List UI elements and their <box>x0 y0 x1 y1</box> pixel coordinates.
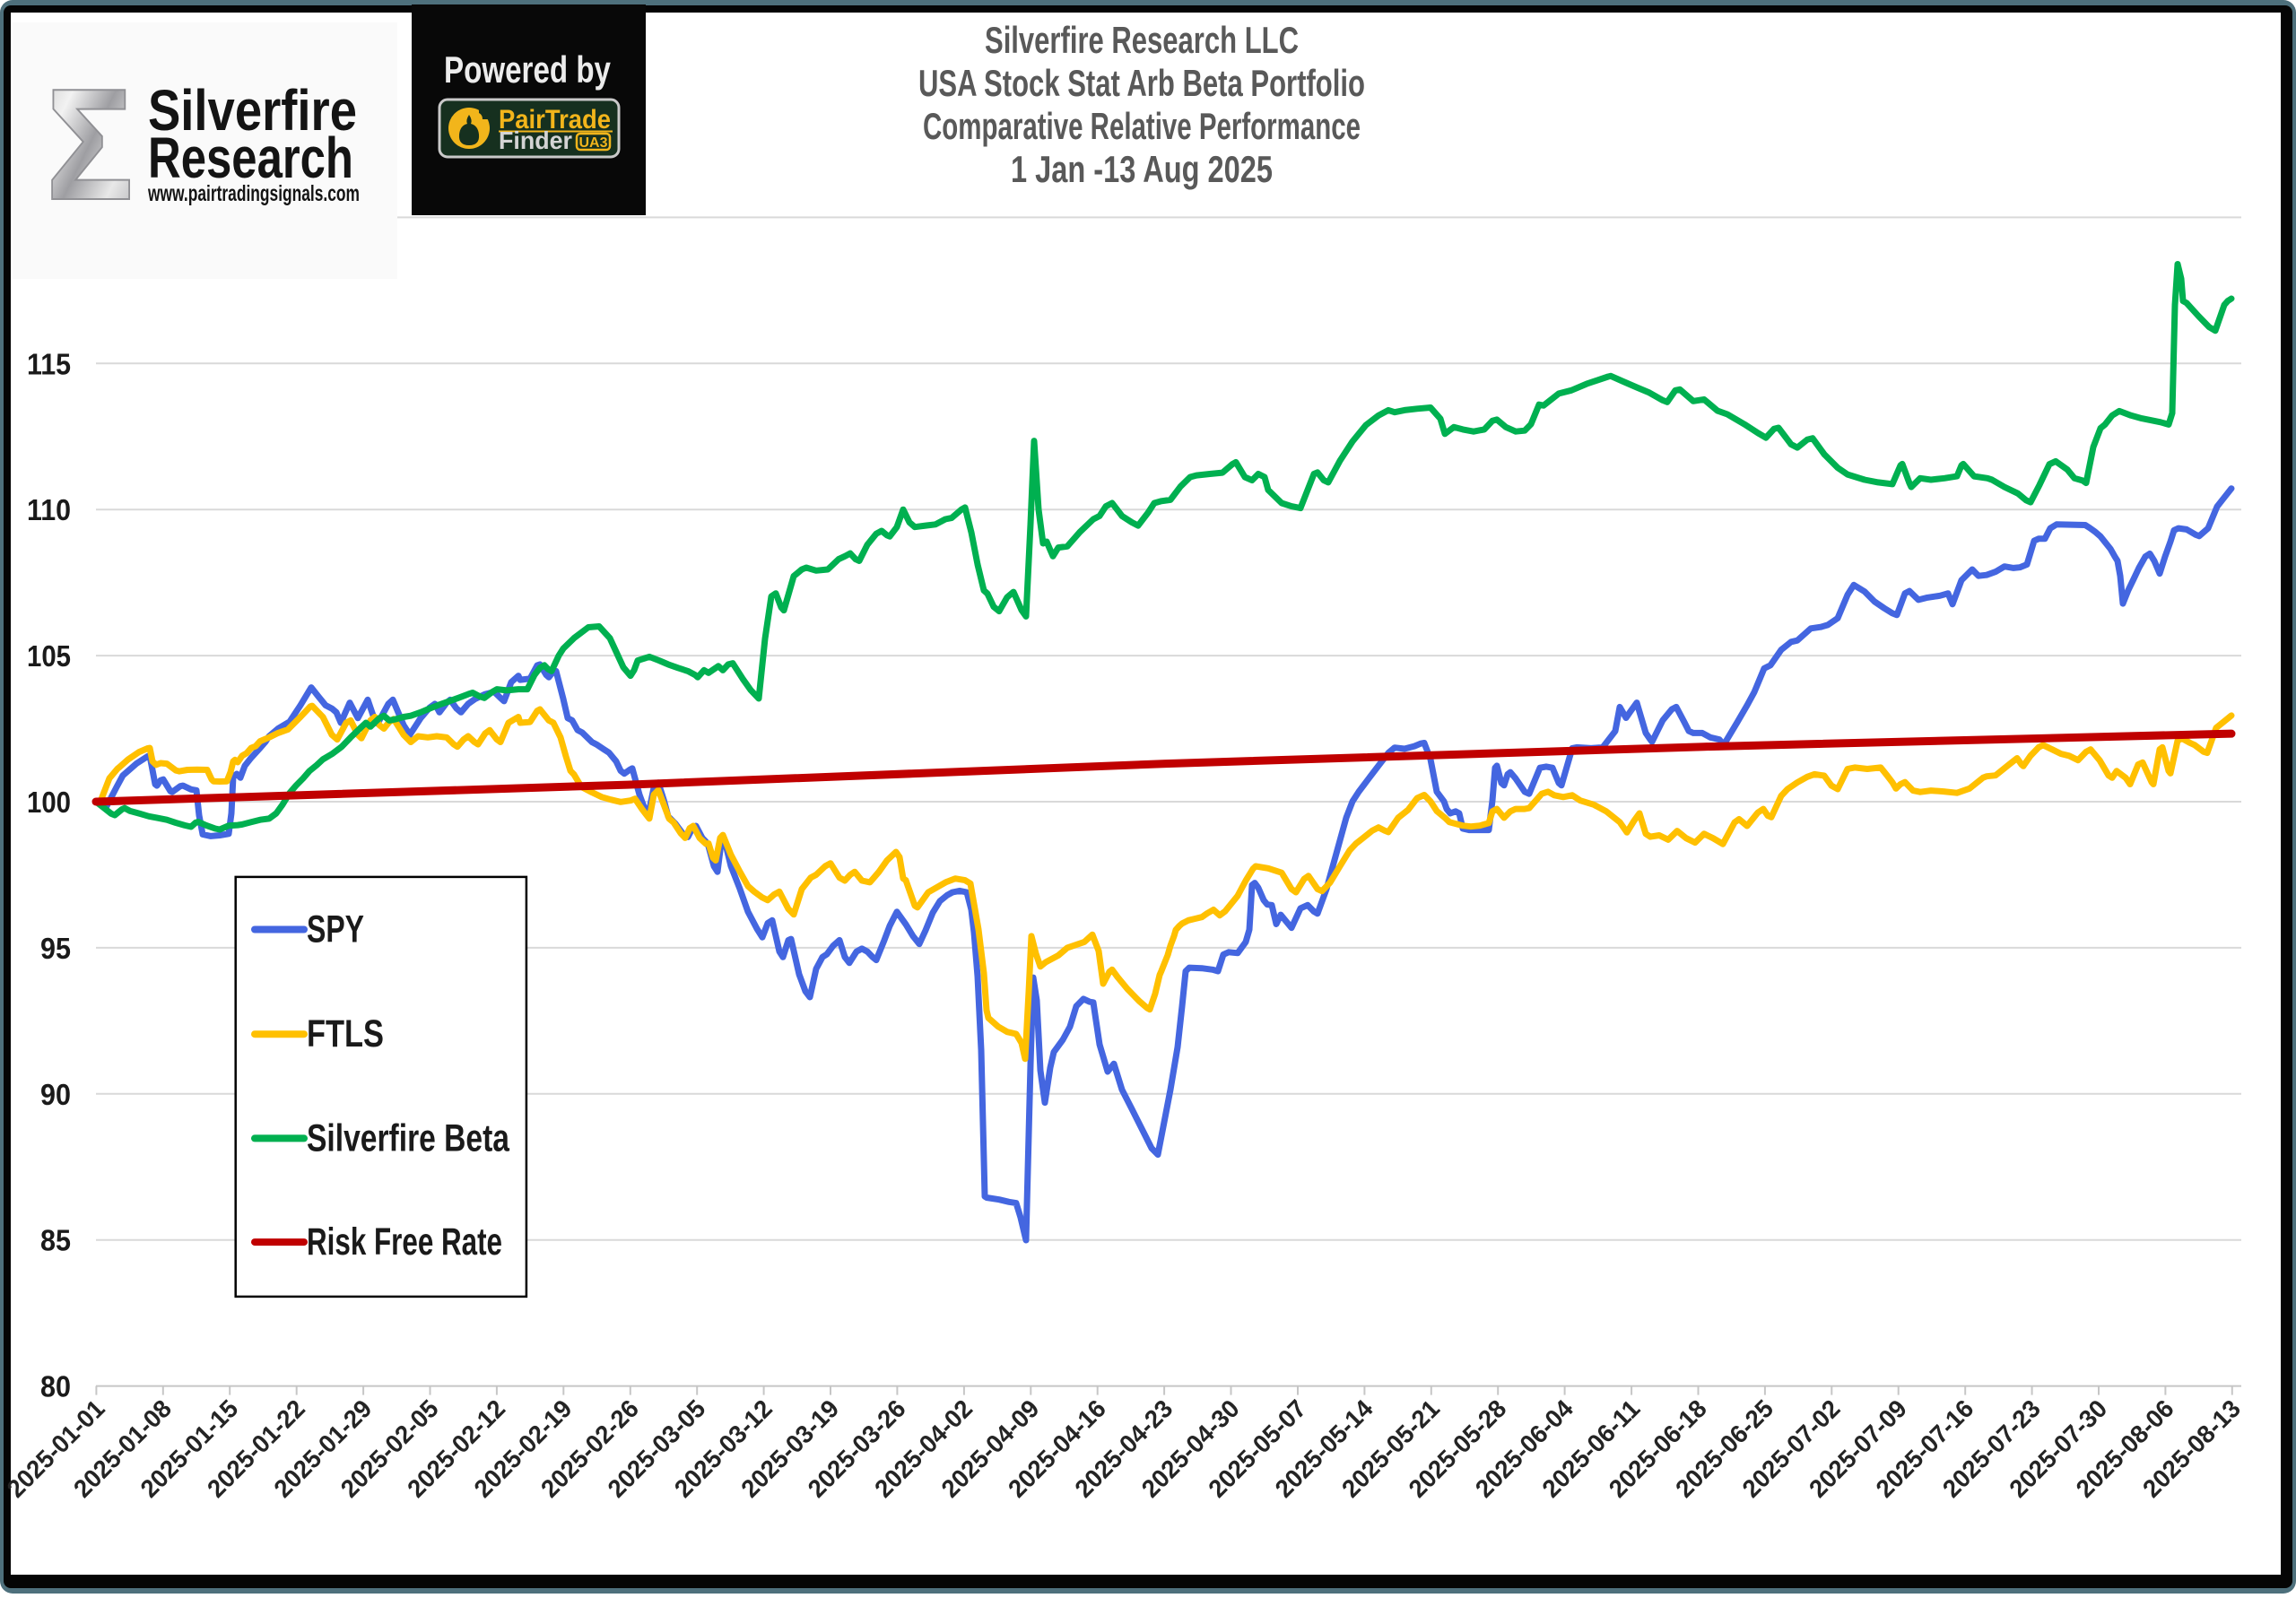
svg-text:FTLS: FTLS <box>307 1012 384 1055</box>
svg-text:USA Stock Stat Arb Beta Portfo: USA Stock Stat Arb Beta Portfolio <box>918 62 1365 104</box>
svg-text:SPY: SPY <box>307 908 364 951</box>
svg-text:Finder: Finder <box>499 126 572 154</box>
svg-text:Silverfire Research LLC: Silverfire Research LLC <box>985 19 1299 61</box>
svg-text:80: 80 <box>40 1370 71 1403</box>
svg-text:100: 100 <box>27 786 71 819</box>
svg-text:www.pairtradingsignals.com: www.pairtradingsignals.com <box>147 181 360 206</box>
svg-text:Silverfire: Silverfire <box>148 78 357 143</box>
svg-text:115: 115 <box>27 347 71 380</box>
svg-text:Research: Research <box>148 126 353 190</box>
svg-text:PairTrade: PairTrade <box>499 105 611 135</box>
svg-text:95: 95 <box>40 932 71 965</box>
svg-text:85: 85 <box>40 1224 71 1257</box>
svg-text:Risk Free Rate: Risk Free Rate <box>307 1220 502 1264</box>
svg-text:90: 90 <box>40 1078 71 1111</box>
svg-text:Comparative Relative Performan: Comparative Relative Performance <box>923 105 1361 147</box>
svg-text:1 Jan -13 Aug 2025: 1 Jan -13 Aug 2025 <box>1011 148 1273 190</box>
svg-text:Silverfire Beta: Silverfire Beta <box>307 1116 510 1159</box>
svg-text:105: 105 <box>27 639 71 673</box>
svg-text:Σ: Σ <box>47 56 133 231</box>
svg-text:Powered by: Powered by <box>444 48 611 91</box>
svg-text:UA3: UA3 <box>578 135 607 151</box>
svg-text:110: 110 <box>27 493 71 526</box>
